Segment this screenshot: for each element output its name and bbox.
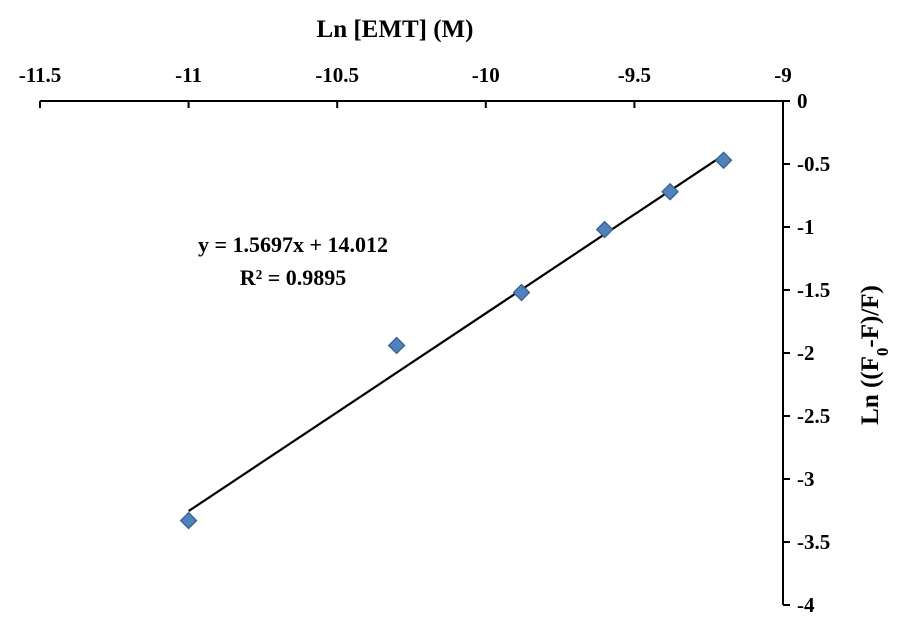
y-axis-title-subscript: 0 — [873, 348, 892, 357]
y-tick-label: -2 — [797, 341, 815, 365]
data-point — [387, 336, 406, 355]
x-tick-label: -9.5 — [618, 63, 651, 87]
x-axis-title: Ln [EMT] (M) — [317, 16, 474, 43]
x-tick-label: -11 — [175, 63, 202, 87]
data-point — [714, 151, 733, 170]
x-tick-label: -10.5 — [315, 63, 359, 87]
x-tick-label: -11.5 — [19, 63, 62, 87]
x-axis: -11.5 -11 -10.5 -10 -9.5 -9 Ln [EMT] (M) — [19, 16, 792, 108]
y-axis-title-rest: -F)/F) — [857, 285, 884, 347]
trendline — [187, 154, 725, 513]
y-axis-title-main: Ln ((F — [857, 356, 884, 425]
y-tick-label: -2.5 — [797, 404, 830, 428]
y-tick-label: -3 — [797, 467, 815, 491]
data-point — [595, 220, 614, 239]
y-tick-label: -1 — [797, 215, 815, 239]
data-points — [179, 151, 733, 530]
r-squared-label: R² = 0.9895 — [240, 265, 347, 290]
y-tick-labels: 0 -0.5 -1 -1.5 -2 -2.5 -3 -3.5 -4 — [797, 89, 830, 617]
data-point — [179, 511, 198, 530]
trendline-equation: y = 1.5697x + 14.012 — [198, 232, 388, 257]
data-point — [661, 182, 679, 201]
y-tick-label: -3.5 — [797, 530, 830, 554]
x-ticks — [39, 101, 784, 108]
y-tick-label: -0.5 — [797, 152, 830, 176]
y-tick-label: 0 — [797, 89, 808, 113]
y-axis: 0-0.5-1-1.5-2-2.5-3-3.5-4 Ln ((F0-F)/F) — [782, 89, 892, 617]
y-tick-label: -4 — [797, 593, 815, 617]
x-tick-label: -9 — [774, 63, 792, 87]
x-tick-labels: -11.5 -11 -10.5 -10 -9.5 -9 — [19, 63, 792, 87]
trendline-annotation: y = 1.5697x + 14.012 R² = 0.9895 — [198, 232, 388, 290]
data-point — [512, 283, 531, 302]
x-tick-label: -10 — [472, 63, 500, 87]
y-axis-title: Ln ((F0-F)/F) — [857, 285, 892, 425]
y-tick-label: -1.5 — [797, 278, 830, 302]
y-ticks — [783, 100, 790, 606]
